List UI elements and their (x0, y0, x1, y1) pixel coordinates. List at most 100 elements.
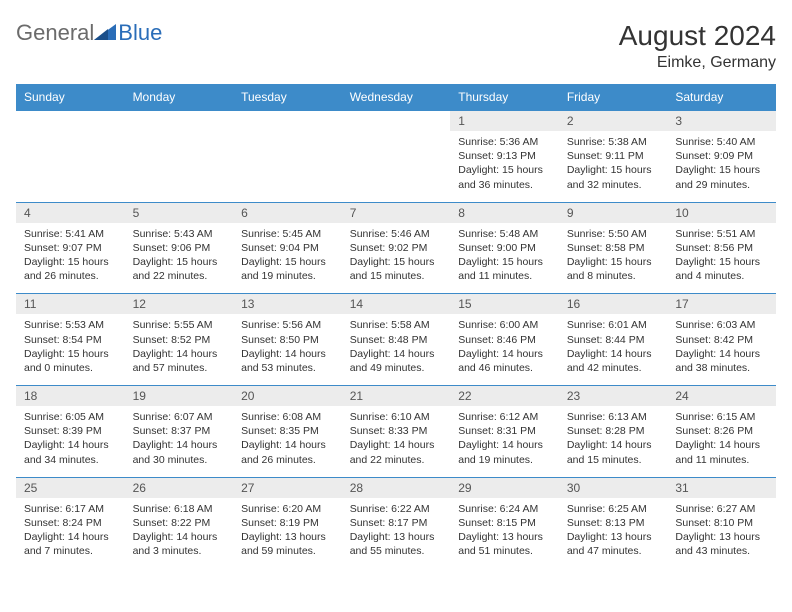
day-9: 9Sunrise: 5:50 AMSunset: 8:58 PMDaylight… (559, 202, 668, 294)
day-number: 27 (233, 478, 342, 498)
day-body: Sunrise: 6:17 AMSunset: 8:24 PMDaylight:… (16, 498, 125, 569)
day-body: Sunrise: 6:08 AMSunset: 8:35 PMDaylight:… (233, 406, 342, 477)
day-body: Sunrise: 6:10 AMSunset: 8:33 PMDaylight:… (342, 406, 451, 477)
title-block: August 2024 Eimke, Germany (619, 20, 776, 72)
day-body: Sunrise: 5:50 AMSunset: 8:58 PMDaylight:… (559, 223, 668, 294)
day-body: Sunrise: 6:13 AMSunset: 8:28 PMDaylight:… (559, 406, 668, 477)
day-body: Sunrise: 5:46 AMSunset: 9:02 PMDaylight:… (342, 223, 451, 294)
dow-row: SundayMondayTuesdayWednesdayThursdayFrid… (16, 84, 776, 111)
day-5: 5Sunrise: 5:43 AMSunset: 9:06 PMDaylight… (125, 202, 234, 294)
day-body: Sunrise: 5:58 AMSunset: 8:48 PMDaylight:… (342, 314, 451, 385)
week-row: 11Sunrise: 5:53 AMSunset: 8:54 PMDayligh… (16, 294, 776, 386)
day-number: 2 (559, 111, 668, 131)
day-19: 19Sunrise: 6:07 AMSunset: 8:37 PMDayligh… (125, 386, 234, 478)
day-number: 7 (342, 203, 451, 223)
day-body: Sunrise: 6:22 AMSunset: 8:17 PMDaylight:… (342, 498, 451, 569)
day-26: 26Sunrise: 6:18 AMSunset: 8:22 PMDayligh… (125, 477, 234, 568)
day-body: Sunrise: 6:00 AMSunset: 8:46 PMDaylight:… (450, 314, 559, 385)
day-31: 31Sunrise: 6:27 AMSunset: 8:10 PMDayligh… (667, 477, 776, 568)
week-row: 4Sunrise: 5:41 AMSunset: 9:07 PMDaylight… (16, 202, 776, 294)
dow-monday: Monday (125, 84, 234, 111)
day-body: Sunrise: 5:55 AMSunset: 8:52 PMDaylight:… (125, 314, 234, 385)
day-body: Sunrise: 5:43 AMSunset: 9:06 PMDaylight:… (125, 223, 234, 294)
day-number: 26 (125, 478, 234, 498)
empty-day (233, 111, 342, 203)
day-number: 22 (450, 386, 559, 406)
day-number: 9 (559, 203, 668, 223)
day-number: 31 (667, 478, 776, 498)
day-11: 11Sunrise: 5:53 AMSunset: 8:54 PMDayligh… (16, 294, 125, 386)
day-body: Sunrise: 6:05 AMSunset: 8:39 PMDaylight:… (16, 406, 125, 477)
calendar-table: SundayMondayTuesdayWednesdayThursdayFrid… (16, 84, 776, 568)
week-row: 25Sunrise: 6:17 AMSunset: 8:24 PMDayligh… (16, 477, 776, 568)
day-3: 3Sunrise: 5:40 AMSunset: 9:09 PMDaylight… (667, 111, 776, 203)
day-body: Sunrise: 6:03 AMSunset: 8:42 PMDaylight:… (667, 314, 776, 385)
day-8: 8Sunrise: 5:48 AMSunset: 9:00 PMDaylight… (450, 202, 559, 294)
day-body: Sunrise: 5:40 AMSunset: 9:09 PMDaylight:… (667, 131, 776, 202)
month-title: August 2024 (619, 20, 776, 52)
day-14: 14Sunrise: 5:58 AMSunset: 8:48 PMDayligh… (342, 294, 451, 386)
day-16: 16Sunrise: 6:01 AMSunset: 8:44 PMDayligh… (559, 294, 668, 386)
logo-triangle-icon (94, 22, 116, 45)
day-body: Sunrise: 6:15 AMSunset: 8:26 PMDaylight:… (667, 406, 776, 477)
dow-sunday: Sunday (16, 84, 125, 111)
day-body: Sunrise: 5:36 AMSunset: 9:13 PMDaylight:… (450, 131, 559, 202)
day-28: 28Sunrise: 6:22 AMSunset: 8:17 PMDayligh… (342, 477, 451, 568)
logo-text-blue: Blue (118, 20, 162, 46)
dow-tuesday: Tuesday (233, 84, 342, 111)
day-number: 28 (342, 478, 451, 498)
day-21: 21Sunrise: 6:10 AMSunset: 8:33 PMDayligh… (342, 386, 451, 478)
day-number: 14 (342, 294, 451, 314)
day-body: Sunrise: 6:18 AMSunset: 8:22 PMDaylight:… (125, 498, 234, 569)
day-24: 24Sunrise: 6:15 AMSunset: 8:26 PMDayligh… (667, 386, 776, 478)
day-number: 5 (125, 203, 234, 223)
day-body: Sunrise: 6:24 AMSunset: 8:15 PMDaylight:… (450, 498, 559, 569)
week-row: 1Sunrise: 5:36 AMSunset: 9:13 PMDaylight… (16, 111, 776, 203)
day-27: 27Sunrise: 6:20 AMSunset: 8:19 PMDayligh… (233, 477, 342, 568)
day-number: 13 (233, 294, 342, 314)
day-body: Sunrise: 5:45 AMSunset: 9:04 PMDaylight:… (233, 223, 342, 294)
day-number: 21 (342, 386, 451, 406)
day-12: 12Sunrise: 5:55 AMSunset: 8:52 PMDayligh… (125, 294, 234, 386)
day-body: Sunrise: 5:48 AMSunset: 9:00 PMDaylight:… (450, 223, 559, 294)
day-20: 20Sunrise: 6:08 AMSunset: 8:35 PMDayligh… (233, 386, 342, 478)
day-body: Sunrise: 6:20 AMSunset: 8:19 PMDaylight:… (233, 498, 342, 569)
day-body: Sunrise: 6:25 AMSunset: 8:13 PMDaylight:… (559, 498, 668, 569)
dow-wednesday: Wednesday (342, 84, 451, 111)
day-number: 12 (125, 294, 234, 314)
day-29: 29Sunrise: 6:24 AMSunset: 8:15 PMDayligh… (450, 477, 559, 568)
day-number: 15 (450, 294, 559, 314)
day-number: 17 (667, 294, 776, 314)
day-number: 6 (233, 203, 342, 223)
day-body: Sunrise: 5:53 AMSunset: 8:54 PMDaylight:… (16, 314, 125, 385)
logo: General Blue (16, 20, 162, 46)
day-13: 13Sunrise: 5:56 AMSunset: 8:50 PMDayligh… (233, 294, 342, 386)
dow-friday: Friday (559, 84, 668, 111)
week-row: 18Sunrise: 6:05 AMSunset: 8:39 PMDayligh… (16, 386, 776, 478)
day-body: Sunrise: 6:12 AMSunset: 8:31 PMDaylight:… (450, 406, 559, 477)
location: Eimke, Germany (619, 54, 776, 72)
day-body: Sunrise: 6:07 AMSunset: 8:37 PMDaylight:… (125, 406, 234, 477)
day-25: 25Sunrise: 6:17 AMSunset: 8:24 PMDayligh… (16, 477, 125, 568)
empty-day (342, 111, 451, 203)
day-number: 18 (16, 386, 125, 406)
day-number: 1 (450, 111, 559, 131)
day-number: 8 (450, 203, 559, 223)
day-30: 30Sunrise: 6:25 AMSunset: 8:13 PMDayligh… (559, 477, 668, 568)
day-number: 20 (233, 386, 342, 406)
dow-saturday: Saturday (667, 84, 776, 111)
day-6: 6Sunrise: 5:45 AMSunset: 9:04 PMDaylight… (233, 202, 342, 294)
empty-day (16, 111, 125, 203)
day-number: 10 (667, 203, 776, 223)
header: General Blue August 2024 Eimke, Germany (16, 20, 776, 72)
dow-thursday: Thursday (450, 84, 559, 111)
day-body: Sunrise: 5:38 AMSunset: 9:11 PMDaylight:… (559, 131, 668, 202)
day-7: 7Sunrise: 5:46 AMSunset: 9:02 PMDaylight… (342, 202, 451, 294)
day-number: 29 (450, 478, 559, 498)
day-4: 4Sunrise: 5:41 AMSunset: 9:07 PMDaylight… (16, 202, 125, 294)
day-number: 16 (559, 294, 668, 314)
day-number: 11 (16, 294, 125, 314)
day-body: Sunrise: 5:41 AMSunset: 9:07 PMDaylight:… (16, 223, 125, 294)
day-10: 10Sunrise: 5:51 AMSunset: 8:56 PMDayligh… (667, 202, 776, 294)
day-17: 17Sunrise: 6:03 AMSunset: 8:42 PMDayligh… (667, 294, 776, 386)
